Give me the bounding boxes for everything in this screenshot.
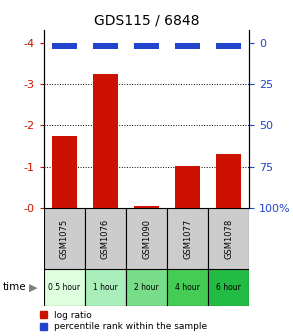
Bar	[44, 269, 85, 306]
Text: GDS115 / 6848: GDS115 / 6848	[94, 13, 199, 28]
Text: GSM1075: GSM1075	[60, 218, 69, 259]
Bar	[175, 43, 200, 49]
Bar	[93, 43, 118, 49]
Bar	[208, 269, 249, 306]
Bar	[175, 166, 200, 208]
Bar	[126, 208, 167, 269]
Text: GSM1077: GSM1077	[183, 218, 192, 259]
Text: GSM1076: GSM1076	[101, 218, 110, 259]
Text: 4 hour: 4 hour	[175, 283, 200, 292]
Bar	[134, 43, 159, 49]
Text: ▶: ▶	[29, 282, 38, 292]
Text: 2 hour: 2 hour	[134, 283, 159, 292]
Bar	[85, 269, 126, 306]
Bar	[134, 206, 159, 208]
Bar	[44, 208, 85, 269]
Text: 1 hour: 1 hour	[93, 283, 118, 292]
Bar	[216, 155, 241, 208]
Bar	[208, 208, 249, 269]
Text: GSM1090: GSM1090	[142, 218, 151, 259]
Bar	[93, 74, 118, 208]
Bar	[52, 43, 77, 49]
Bar	[167, 269, 208, 306]
Bar	[126, 269, 167, 306]
Bar	[216, 43, 241, 49]
Bar	[52, 136, 77, 208]
Bar	[167, 208, 208, 269]
Text: 0.5 hour: 0.5 hour	[48, 283, 81, 292]
Text: 6 hour: 6 hour	[216, 283, 241, 292]
Text: time: time	[3, 282, 27, 292]
Legend: log ratio, percentile rank within the sample: log ratio, percentile rank within the sa…	[40, 311, 207, 332]
Bar	[85, 208, 126, 269]
Text: GSM1078: GSM1078	[224, 218, 233, 259]
